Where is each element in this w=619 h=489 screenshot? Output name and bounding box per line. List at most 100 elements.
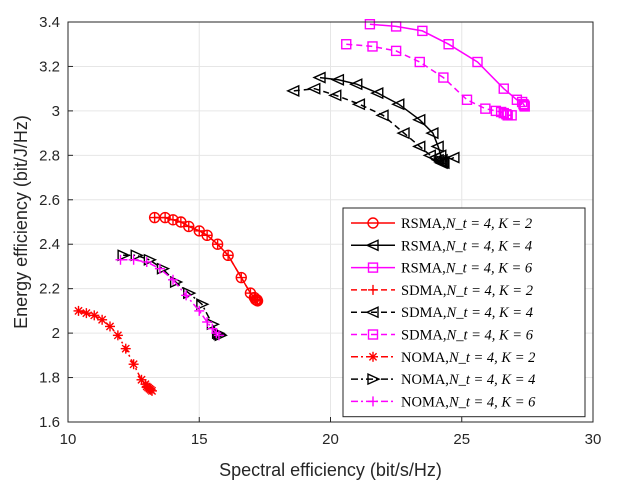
legend-label: SDMA,N_t = 4, K = 4 — [401, 305, 533, 321]
data-point-marker — [434, 157, 448, 170]
legend-marker — [367, 217, 379, 229]
data-point-marker — [501, 109, 512, 120]
legend-params: N_t = 4, K = 2 — [445, 216, 532, 232]
data-point-marker — [128, 359, 139, 370]
legend-params: N_t = 4, K = 6 — [446, 328, 534, 344]
plot-series — [73, 19, 530, 396]
series-9 — [115, 254, 224, 341]
data-point-marker — [443, 39, 454, 50]
data-point-marker — [117, 249, 131, 262]
data-point-marker — [181, 290, 192, 301]
legend-label: SDMA,N_t = 4, K = 2 — [401, 283, 533, 299]
data-point-marker — [196, 298, 210, 311]
data-point-marker — [312, 71, 326, 84]
legend-marker — [367, 373, 381, 386]
data-point-marker — [490, 105, 502, 117]
legend-entry: NOMA,N_t = 4, K = 2 — [351, 350, 535, 366]
data-point-marker — [341, 39, 352, 50]
legend-params: N_t = 4, K = 4 — [448, 372, 535, 388]
legend-method: SDMA, — [401, 328, 447, 344]
legend-method: RSMA, — [401, 216, 446, 232]
data-point-marker — [351, 98, 366, 111]
data-point-marker — [252, 295, 263, 306]
data-point-marker — [498, 83, 509, 94]
y-tick-label: 3.2 — [39, 58, 60, 75]
legend-label: SDMA,N_t = 4, K = 6 — [401, 328, 534, 344]
data-point-marker — [375, 109, 389, 122]
legend-label: RSMA,N_t = 4, K = 6 — [401, 261, 533, 277]
x-axis-title: Spectral efficiency (bit/s/Hz) — [219, 460, 442, 480]
legend-params: N_t = 4, K = 2 — [448, 350, 535, 366]
legend-method: RSMA, — [401, 261, 446, 277]
legend-label: NOMA,N_t = 4, K = 6 — [401, 394, 536, 410]
data-point-marker — [328, 89, 342, 102]
data-point-marker — [427, 151, 442, 164]
data-point-marker — [97, 314, 108, 325]
data-point-marker — [472, 56, 483, 68]
data-point-marker — [286, 84, 300, 97]
data-point-marker — [495, 106, 507, 118]
y-tick-label: 3.4 — [39, 14, 60, 31]
data-point-marker — [396, 127, 410, 140]
data-point-marker — [149, 212, 160, 223]
legend-params: N_t = 4, K = 6 — [445, 261, 533, 277]
series-6 — [341, 39, 517, 121]
data-point-marker — [414, 56, 425, 68]
legend-method: RSMA, — [401, 238, 446, 254]
y-tick-label: 2.2 — [39, 281, 60, 298]
legend-label: NOMA,N_t = 4, K = 4 — [401, 372, 535, 388]
data-point-marker — [213, 330, 224, 341]
series-line — [293, 87, 455, 164]
y-tick-label: 2.8 — [39, 147, 60, 164]
y-tick-label: 2.6 — [39, 192, 60, 209]
data-point-marker — [367, 41, 378, 52]
series-7 — [73, 305, 157, 396]
legend-method: SDMA, — [401, 305, 447, 321]
legend-entry: SDMA,N_t = 4, K = 2 — [351, 283, 533, 299]
series-line — [369, 23, 526, 107]
legend-entry: SDMA,N_t = 4, K = 6 — [351, 328, 534, 344]
data-point-marker — [115, 254, 126, 265]
data-point-marker — [168, 274, 178, 285]
data-point-marker — [194, 225, 205, 236]
series-1 — [148, 211, 264, 307]
y-tick-label: 2 — [52, 325, 60, 342]
legend-params: N_t = 4, K = 4 — [445, 238, 532, 254]
x-tick-label: 10 — [60, 431, 77, 448]
legend-marker — [365, 239, 379, 252]
legend-entry: SDMA,N_t = 4, K = 4 — [351, 305, 533, 321]
legend-label: NOMA,N_t = 4, K = 2 — [401, 350, 535, 366]
data-point-marker — [212, 239, 223, 250]
x-tick-label: 15 — [191, 431, 208, 448]
data-point-marker — [141, 257, 152, 267]
x-tick-label: 30 — [585, 431, 602, 448]
legend-params: N_t = 4, K = 4 — [446, 305, 533, 321]
legend-marker — [365, 306, 379, 319]
series-line — [346, 43, 512, 117]
y-axis-title: Energy efficiency (bit/J/Hz) — [11, 115, 31, 329]
data-point-marker — [506, 110, 517, 121]
data-point-marker — [120, 343, 131, 354]
data-point-marker — [128, 254, 139, 265]
legend-entry: RSMA,N_t = 4, K = 6 — [351, 261, 533, 277]
axis-ticks: 10 15 20 25 30 1.6 1.8 2 2.2 2.4 2.6 2.8 3 3.2 3.4 — [39, 14, 601, 448]
legend-method: NOMA, — [401, 350, 449, 366]
data-point-marker — [183, 221, 194, 232]
data-point-marker — [364, 19, 376, 30]
y-tick-label: 1.6 — [39, 414, 60, 431]
y-tick-label: 3 — [52, 103, 60, 120]
data-point-marker — [370, 87, 384, 100]
data-point-marker — [236, 272, 247, 283]
y-tick-label: 1.8 — [39, 370, 60, 387]
data-point-marker — [412, 140, 426, 153]
x-tick-label: 20 — [322, 431, 339, 448]
data-point-marker — [160, 212, 171, 223]
data-point-marker — [438, 72, 449, 83]
data-point-marker — [519, 101, 530, 112]
data-point-marker — [194, 305, 205, 316]
legend-label: RSMA,N_t = 4, K = 2 — [401, 216, 532, 232]
series-line — [120, 259, 220, 336]
legend-method: NOMA, — [401, 394, 449, 410]
